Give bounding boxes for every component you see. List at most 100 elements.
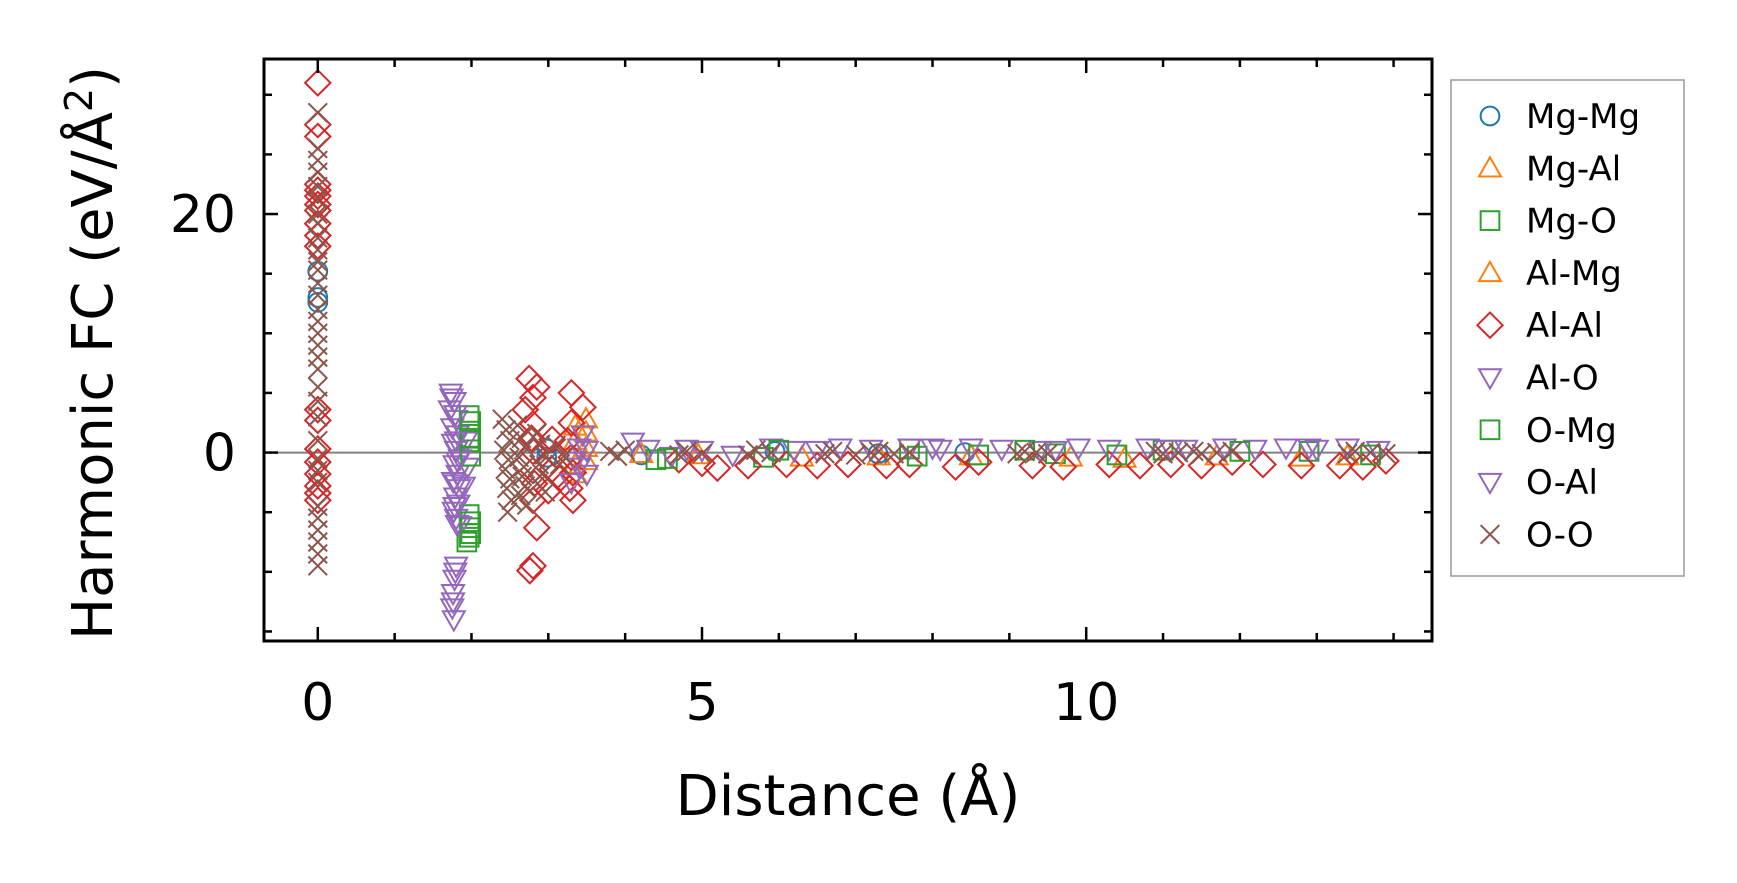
data-point bbox=[444, 514, 470, 538]
data-point bbox=[497, 502, 518, 523]
legend-marker bbox=[1477, 259, 1503, 283]
data-point bbox=[530, 434, 551, 455]
y-axis-label-close: ) bbox=[61, 66, 126, 88]
data-point bbox=[1375, 443, 1396, 464]
data-point bbox=[1111, 445, 1138, 468]
data-point bbox=[555, 474, 584, 503]
data-point bbox=[814, 443, 836, 464]
data-point bbox=[941, 452, 970, 481]
data-point bbox=[1191, 443, 1212, 464]
data-point bbox=[673, 439, 700, 463]
legend-label: O-Al bbox=[1526, 463, 1598, 503]
x-axis-label: Distance (Å) bbox=[676, 763, 1021, 829]
data-point bbox=[1273, 438, 1299, 461]
data-point bbox=[307, 285, 328, 306]
data-point bbox=[1287, 451, 1316, 480]
data-point bbox=[526, 423, 547, 444]
data-point bbox=[833, 450, 863, 479]
legend-entry: O-Al bbox=[1477, 463, 1598, 503]
data-point bbox=[460, 411, 482, 432]
data-point bbox=[507, 415, 528, 436]
data-point bbox=[534, 444, 555, 466]
legend-entry: Mg-Mg bbox=[1479, 97, 1640, 137]
data-point bbox=[896, 438, 923, 461]
data-point bbox=[615, 440, 636, 461]
legend: Mg-Mg Mg-Al Mg-O Al-Mg Al-Al Al-O O-Mg O-Al O-O bbox=[1450, 79, 1685, 577]
data-point bbox=[438, 388, 465, 411]
data-point bbox=[307, 391, 328, 412]
data-point bbox=[495, 459, 516, 480]
legend-entry: O-O bbox=[1479, 515, 1594, 555]
legend-marker bbox=[1475, 311, 1505, 340]
data-point bbox=[1345, 441, 1366, 462]
legend-entry: O-Mg bbox=[1479, 411, 1617, 451]
series-o-al bbox=[438, 388, 1322, 615]
data-point bbox=[303, 406, 332, 435]
data-point bbox=[803, 451, 832, 480]
data-point bbox=[573, 434, 599, 458]
legend-label: Mg-Al bbox=[1526, 149, 1621, 189]
data-point bbox=[1348, 452, 1377, 481]
data-point bbox=[919, 438, 946, 461]
data-point bbox=[1371, 446, 1400, 475]
data-point bbox=[441, 501, 467, 525]
data-point bbox=[689, 440, 715, 464]
data-point bbox=[303, 486, 332, 515]
data-points-layer bbox=[303, 68, 1400, 633]
data-point bbox=[307, 406, 328, 427]
legend-marker bbox=[1479, 105, 1501, 127]
series-al-al bbox=[303, 68, 1400, 585]
data-point bbox=[1229, 441, 1251, 462]
data-point bbox=[515, 437, 536, 458]
data-point bbox=[509, 447, 530, 468]
data-point bbox=[822, 441, 843, 462]
data-point bbox=[307, 287, 329, 308]
data-point bbox=[442, 405, 469, 428]
series-o-o bbox=[307, 102, 1396, 576]
data-point bbox=[307, 430, 328, 451]
data-point bbox=[703, 454, 732, 483]
data-point bbox=[1049, 452, 1078, 481]
data-point bbox=[1206, 442, 1227, 463]
legend-marker bbox=[1479, 210, 1501, 231]
data-point bbox=[1095, 450, 1124, 479]
data-point bbox=[1145, 441, 1166, 462]
legend-entry: Al-O bbox=[1477, 359, 1599, 399]
data-point bbox=[443, 474, 469, 497]
data-point bbox=[906, 445, 928, 467]
data-point bbox=[558, 473, 585, 496]
data-point bbox=[440, 592, 466, 615]
data-point bbox=[1337, 443, 1358, 464]
data-point bbox=[303, 479, 332, 508]
data-point bbox=[307, 359, 328, 380]
data-point bbox=[574, 440, 600, 464]
legend-marker bbox=[1477, 155, 1503, 178]
data-point bbox=[516, 494, 537, 516]
data-point bbox=[566, 438, 592, 461]
y-axis-label-superscript: 2 bbox=[57, 88, 101, 112]
data-point bbox=[447, 516, 473, 539]
data-point bbox=[460, 445, 482, 467]
legend-label: O-O bbox=[1526, 515, 1594, 555]
data-point bbox=[303, 176, 332, 205]
series-al-o bbox=[437, 383, 1391, 633]
data-point bbox=[303, 68, 332, 97]
data-point bbox=[441, 569, 468, 592]
data-point bbox=[522, 513, 551, 542]
data-point bbox=[303, 209, 332, 238]
data-point bbox=[860, 442, 882, 463]
legend-label: O-Mg bbox=[1526, 411, 1617, 451]
data-point bbox=[456, 531, 478, 553]
data-point bbox=[460, 511, 482, 533]
data-point bbox=[1242, 439, 1268, 463]
data-point bbox=[441, 496, 468, 520]
data-point bbox=[570, 425, 596, 448]
data-point bbox=[515, 556, 544, 585]
legend-label: Mg-O bbox=[1526, 202, 1617, 242]
x-tick-label: 10 bbox=[1053, 673, 1119, 733]
data-point bbox=[440, 584, 466, 607]
data-point bbox=[691, 443, 713, 464]
data-point bbox=[303, 190, 332, 219]
legend-entry: Al-Mg bbox=[1477, 254, 1622, 294]
